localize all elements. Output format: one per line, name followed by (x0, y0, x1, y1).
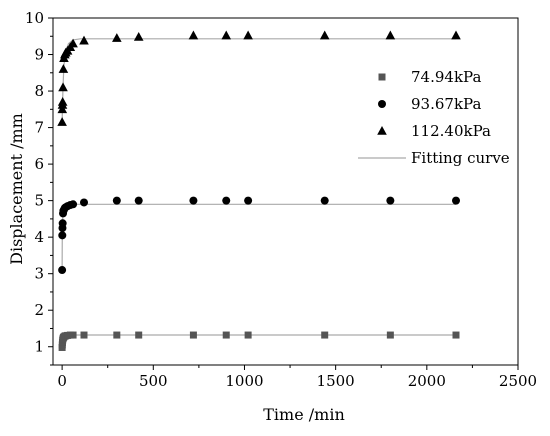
fitting-curve (61, 334, 456, 349)
fit-layer (61, 38, 456, 349)
y-tick-label: 9 (34, 46, 44, 64)
data-point (452, 196, 460, 205)
data-point (112, 196, 121, 205)
series-circle (58, 196, 460, 275)
data-point (221, 30, 232, 40)
data-point (112, 33, 122, 42)
x-tick-label: 2000 (408, 372, 446, 390)
data-point (58, 219, 67, 228)
data-point (189, 196, 198, 205)
data-point (452, 331, 460, 339)
data-point (244, 196, 253, 205)
x-tick-label: 1000 (225, 372, 263, 390)
data-point (58, 64, 69, 73)
legend-label: Fitting curve (411, 149, 510, 167)
y-tick-label: 8 (34, 82, 44, 100)
y-tick-label: 7 (34, 119, 44, 137)
data-point (58, 231, 67, 240)
data-point (385, 30, 396, 40)
y-tick-label: 5 (34, 192, 44, 210)
data-point (451, 30, 461, 40)
data-point (321, 331, 329, 339)
x-tick-label: 2500 (499, 372, 537, 390)
y-tick-label: 2 (34, 301, 44, 319)
y-tick-label: 4 (34, 228, 44, 246)
x-tick-label: 500 (139, 372, 168, 390)
legend-marker (378, 100, 386, 108)
points-layer (57, 30, 461, 351)
legend-label: 74.94kPa (411, 68, 481, 86)
data-point (133, 31, 144, 41)
data-point (58, 266, 67, 275)
y-tick-label: 3 (34, 265, 44, 283)
data-point (189, 331, 197, 339)
y-tick-label: 10 (25, 9, 44, 27)
data-point (68, 38, 78, 48)
y-axis-title: Displacement /mm (7, 113, 26, 265)
data-point (135, 331, 143, 339)
data-point (57, 97, 68, 106)
data-point (243, 30, 253, 40)
data-point (58, 82, 68, 92)
data-point (79, 35, 89, 45)
data-point (386, 331, 394, 339)
legend-label: 112.40kPa (411, 122, 491, 140)
data-point (319, 30, 330, 40)
legend-marker (377, 126, 387, 135)
data-point (222, 331, 230, 339)
data-point (69, 200, 78, 209)
data-point (320, 196, 329, 205)
y-tick-label: 6 (34, 155, 44, 173)
legend: 74.94kPa 93.67kPa 112.40kPa Fitting curve (358, 68, 510, 167)
series-triangle (57, 30, 461, 126)
x-tick-label: 0 (57, 372, 67, 390)
data-point (80, 198, 88, 207)
fitting-curve (61, 38, 456, 124)
fitting-curve (61, 203, 456, 272)
data-point (134, 196, 143, 205)
data-point (244, 331, 252, 339)
data-point (386, 196, 395, 205)
data-point (113, 331, 121, 339)
data-point (80, 331, 88, 339)
y-tick-label: 1 (34, 338, 44, 356)
legend-label: 93.67kPa (411, 95, 481, 113)
data-point (222, 196, 231, 205)
series-square (58, 331, 460, 351)
data-point (57, 117, 67, 126)
data-point (69, 331, 77, 339)
x-tick-label: 1500 (317, 372, 355, 390)
data-point (188, 30, 199, 40)
plot-border (52, 17, 519, 366)
plot-frame (52, 17, 519, 366)
ticks-layer: 0 500 1000 1500 2000 2500 1 2 3 4 5 6 7 8 9 10 (25, 9, 537, 390)
legend-marker (378, 73, 386, 81)
x-axis-title: Time /min (263, 405, 345, 424)
